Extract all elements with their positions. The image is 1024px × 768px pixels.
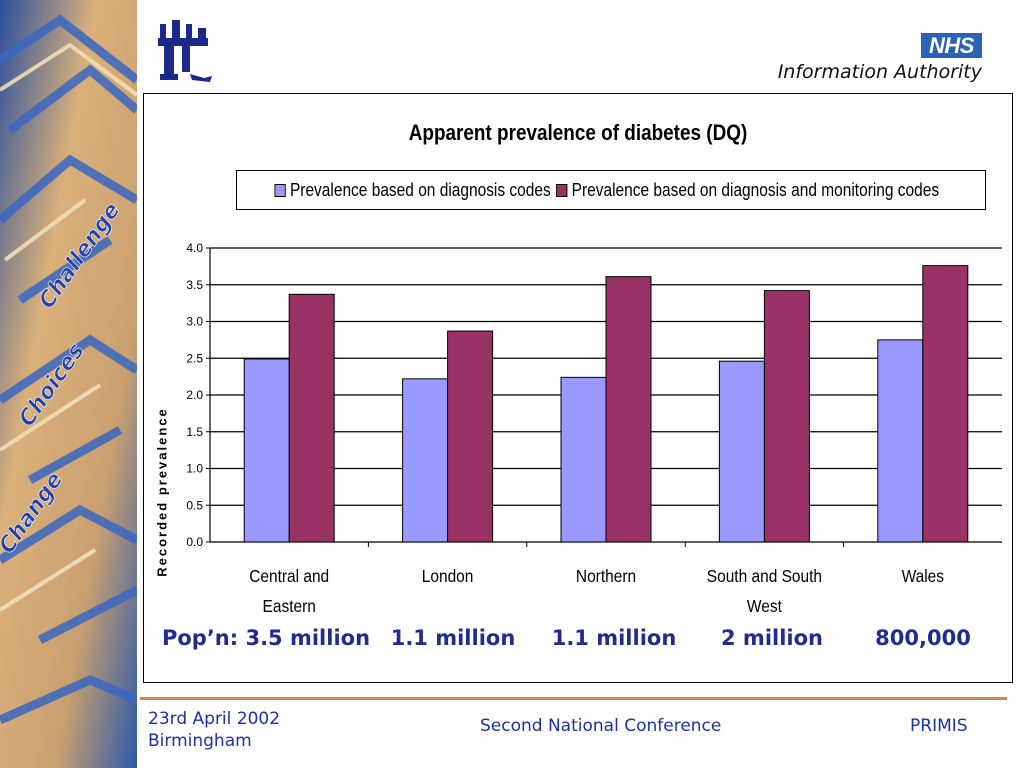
y-axis-label: Recorded prevalence <box>154 407 170 577</box>
chart-title: Apparent prevalence of diabetes (DQ) <box>408 120 748 145</box>
bar-diagnosis-1 <box>402 378 449 543</box>
y-tick-label: 0.0 <box>186 535 203 549</box>
x-category-label: Eastern <box>263 596 316 616</box>
legend-label-monitoring: Prevalence based on diagnosis and monito… <box>571 179 940 200</box>
population-south-west: 2 million <box>721 626 823 650</box>
bar-monitoring-4 <box>922 265 969 543</box>
university-crest-logo <box>152 18 222 92</box>
bar-monitoring-1 <box>447 330 494 543</box>
bar-monitoring-3 <box>763 290 810 543</box>
legend-entry-diagnosis: Prevalence based on diagnosis codes <box>274 180 550 201</box>
footer-divider <box>140 697 1007 700</box>
footer-conference: Second National Conference <box>480 716 722 736</box>
bar-diagnosis-3 <box>718 360 765 543</box>
population-central-eastern: Pop’n: 3.5 million <box>161 626 371 650</box>
population-northern: 1.1 million <box>551 626 677 650</box>
legend-label-diagnosis: Prevalence based on diagnosis codes <box>289 179 551 200</box>
bar-diagnosis-4 <box>877 339 924 543</box>
bar-monitoring-0 <box>288 293 335 543</box>
y-tick-label: 1.0 <box>186 462 203 476</box>
x-category-label: Wales <box>902 566 944 586</box>
x-category-label: Northern <box>576 566 636 586</box>
y-tick-label: 2.0 <box>186 388 203 402</box>
footer-org: PRIMIS <box>910 716 968 736</box>
y-tick-label: 1.5 <box>186 425 203 439</box>
chart-legend: Prevalence based on diagnosis codes Prev… <box>236 170 986 210</box>
legend-swatch-diagnosis <box>274 183 286 197</box>
x-category-label: West <box>747 596 782 616</box>
footer-date: 23rd April 2002 <box>148 709 281 729</box>
bar-monitoring-2 <box>605 276 652 543</box>
x-category-label: South and South <box>707 566 822 586</box>
population-row: Pop’n: 3.5 million 1.1 million 1.1 milli… <box>0 626 1024 656</box>
chart-container: 0.0 0.5 1.0 1.5 2.0 2.5 3.0 3.5 4.0 Central and Ea… <box>143 93 1013 683</box>
population-wales: 800,000 <box>875 626 971 650</box>
y-tick-label: 2.5 <box>186 351 203 365</box>
x-category-label: London <box>422 566 474 586</box>
org-name: Information Authority <box>777 61 982 83</box>
maze-illustration: Challenge Choices Change <box>0 0 137 768</box>
nhs-logo: NHS <box>921 33 982 58</box>
footer-date-location: 23rd April 2002 Birmingham <box>148 708 280 752</box>
y-tick-label: 3.0 <box>186 315 203 329</box>
footer-location: Birmingham <box>148 731 252 751</box>
population-london: 1.1 million <box>390 626 516 650</box>
bar-diagnosis-0 <box>243 358 290 543</box>
side-banner: Challenge Choices Change <box>0 0 137 768</box>
legend-swatch-monitoring <box>556 183 568 197</box>
legend-entry-monitoring: Prevalence based on diagnosis and monito… <box>556 180 939 201</box>
y-tick-label: 0.5 <box>186 498 203 512</box>
chart-plot: 0.0 0.5 1.0 1.5 2.0 2.5 3.0 3.5 4.0 Central and Ea… <box>186 241 1002 616</box>
bar-diagnosis-2 <box>560 376 607 543</box>
x-category-label: Central and <box>249 566 329 586</box>
y-tick-label: 4.0 <box>186 241 203 255</box>
y-tick-label: 3.5 <box>186 278 203 292</box>
